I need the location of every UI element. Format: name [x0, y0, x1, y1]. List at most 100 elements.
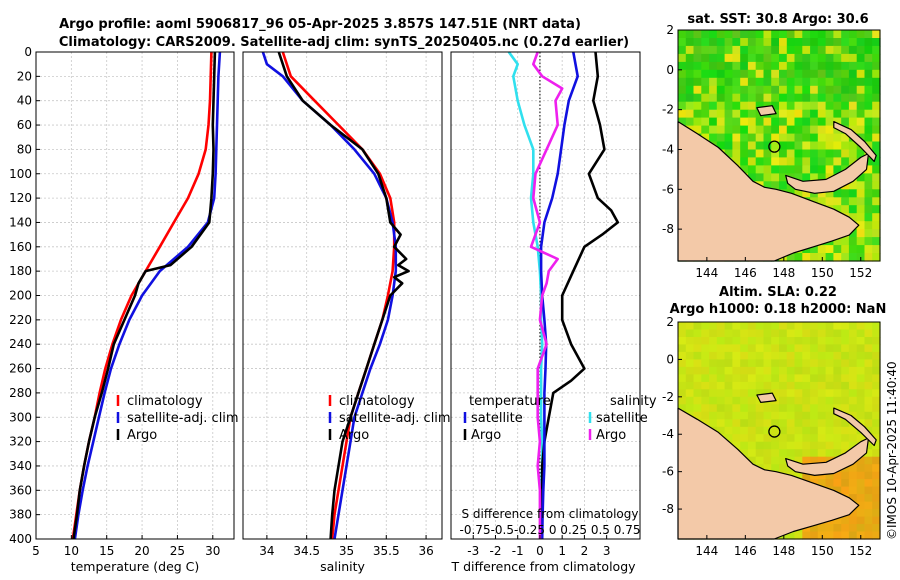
profile-location-marker — [768, 140, 781, 153]
y-tick-label: -2 — [662, 390, 674, 404]
land-new-guinea — [677, 407, 860, 540]
y-tick-label: -2 — [662, 103, 674, 117]
y-tick-label: 2 — [666, 23, 674, 37]
x-tick-label: 36 — [418, 544, 433, 558]
land-new-ireland — [833, 407, 877, 447]
x-axis-label: salinity — [320, 559, 365, 574]
y-tick-label: 80 — [17, 142, 32, 156]
sla-map-panel: 144 146 148 150 152 2 0 -2 -4 -6 -8 — [662, 315, 881, 558]
x-tick-label: 146 — [734, 266, 757, 280]
y-tick-label: 260 — [9, 362, 32, 376]
difference-panel: -3 -2 -1 0 1 2 3T difference from climatology — [450, 51, 641, 574]
y-tick-label: 280 — [9, 386, 32, 400]
x-tick-label: 35.5 — [373, 544, 400, 558]
y-tick-label: 300 — [9, 410, 32, 424]
legend-label-argo: Argo — [127, 428, 157, 443]
land-manus — [756, 105, 777, 117]
x-tick-label: 2 — [581, 544, 589, 558]
legend-heading-salinity: salinity — [610, 394, 657, 409]
land-new-britain — [785, 152, 870, 194]
x-tick-label: 34 — [259, 544, 274, 558]
x-tick-label: 20 — [134, 544, 149, 558]
legend-label-satellite: satellite-adj. clim — [339, 411, 451, 426]
y-tick-label: 240 — [9, 337, 32, 351]
y-tick-label: 360 — [9, 483, 32, 497]
x-tick-label: 35 — [339, 544, 354, 558]
land-new-ireland — [833, 120, 877, 162]
sla-map-title-line2: Argo h1000: 0.18 h2000: NaN — [670, 302, 887, 317]
difference-legend: temperature satellite Argo salinity sate… — [463, 394, 657, 443]
temperature-legend: climatology satellite-adj. clim Argo — [116, 394, 239, 443]
x-tick-label: 146 — [734, 544, 757, 558]
x-tick-label: 3 — [603, 544, 611, 558]
y-tick-label: 200 — [9, 289, 32, 303]
legend-label-satellite: satellite-adj. clim — [127, 411, 239, 426]
legend-label-s-argo: Argo — [596, 428, 626, 443]
y-tick-label: 0 — [666, 352, 674, 366]
s-diff-tick-labels: -0.75-0.5-0.25 0 0.25 0.5 0.75 — [460, 523, 641, 537]
x-tick-label: -3 — [467, 544, 479, 558]
y-tick-label: 100 — [9, 167, 32, 181]
legend-label-climatology: climatology — [339, 394, 415, 409]
x-tick-label: 34.5 — [293, 544, 320, 558]
legend-label-s-satellite: satellite — [596, 411, 648, 426]
y-tick-label: -6 — [662, 465, 674, 479]
y-tick-label: 160 — [9, 240, 32, 254]
y-tick-label: 320 — [9, 435, 32, 449]
x-tick-label: 25 — [170, 544, 185, 558]
land-manus — [756, 392, 777, 403]
legend-heading-temperature: temperature — [469, 394, 551, 409]
figure-title-line1: Argo profile: aoml 5906817_96 05-Apr-202… — [59, 17, 581, 32]
y-tick-label: 0 — [666, 63, 674, 77]
x-tick-label: 152 — [849, 266, 872, 280]
sla-map-title-line1: Altim. SLA: 0.22 — [719, 285, 837, 300]
s-diff-axis-label: S difference from climatology — [462, 507, 639, 521]
x-tick-label: -1 — [512, 544, 524, 558]
legend-label-t-satellite: satellite — [471, 411, 523, 426]
series-climatology — [281, 51, 396, 540]
x-tick-label: 152 — [849, 544, 872, 558]
sst-map-title: sat. SST: 30.8 Argo: 30.6 — [687, 12, 868, 27]
y-tick-label: 60 — [17, 118, 32, 132]
y-tick-label: -8 — [662, 222, 674, 236]
y-tick-label: 340 — [9, 459, 32, 473]
x-tick-label: 15 — [99, 544, 114, 558]
x-axis-label: temperature (deg C) — [71, 559, 200, 574]
y-tick-label: -4 — [662, 142, 674, 156]
map-frame — [677, 29, 881, 262]
land-new-guinea — [677, 120, 860, 262]
series-s-argo — [529, 51, 564, 539]
y-tick-label: 140 — [9, 215, 32, 229]
series-argo — [277, 51, 410, 540]
x-tick-label: 144 — [695, 544, 718, 558]
y-tick-label: 400 — [9, 532, 32, 546]
x-tick-label: 150 — [811, 544, 834, 558]
x-tick-label: 144 — [695, 266, 718, 280]
plot-frame — [242, 51, 443, 540]
y-tick-label: 40 — [17, 94, 32, 108]
x-tick-label: 1 — [558, 544, 566, 558]
y-tick-label: -8 — [662, 502, 674, 516]
profile-location-marker — [768, 425, 781, 438]
figure-title-line2: Climatology: CARS2009. Satellite-adj cli… — [59, 35, 629, 50]
x-tick-label: 148 — [772, 544, 795, 558]
y-tick-label: 120 — [9, 191, 32, 205]
x-tick-label: 148 — [772, 266, 795, 280]
y-tick-label: -6 — [662, 182, 674, 196]
temperature-panel: 5 10 15 20 25 3002040608010012014016018020022… — [9, 45, 235, 574]
y-tick-label: 20 — [17, 69, 32, 83]
sst-map-panel: 144 146 148 150 152 2 0 -2 -4 -6 -8 — [662, 23, 881, 280]
y-tick-label: 220 — [9, 313, 32, 327]
series-argo — [72, 51, 217, 540]
y-tick-label: 380 — [9, 508, 32, 522]
land-new-britain — [785, 437, 870, 476]
y-tick-label: -4 — [662, 427, 674, 441]
salinity-panel: 34 34.5 35 35.5 36 salinity — [242, 51, 443, 574]
legend-label-climatology: climatology — [127, 394, 203, 409]
map-frame — [677, 321, 881, 540]
x-tick-label: 10 — [64, 544, 79, 558]
plot-frame — [450, 51, 641, 540]
y-tick-label: 0 — [24, 45, 32, 59]
salinity-legend: climatology satellite-adj. clim Argo — [328, 394, 451, 443]
